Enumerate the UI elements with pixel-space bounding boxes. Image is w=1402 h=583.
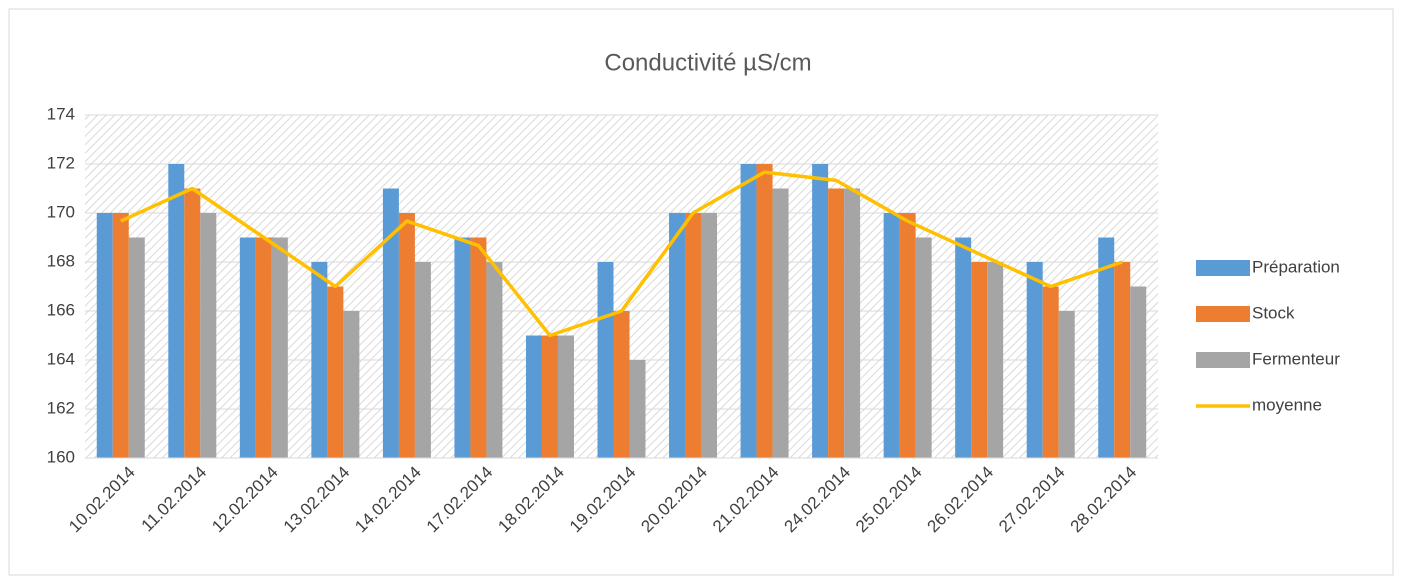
y-tick-label: 172 <box>47 153 75 172</box>
bar <box>899 213 916 458</box>
bar <box>239 237 256 458</box>
bar <box>271 237 288 458</box>
bar <box>1042 286 1059 458</box>
bar <box>168 164 185 458</box>
bar <box>128 237 145 458</box>
y-tick-label: 174 <box>47 104 75 123</box>
bar <box>613 311 630 458</box>
bar <box>557 335 574 458</box>
bar <box>1026 262 1043 458</box>
line <box>120 170 1123 338</box>
bar <box>486 262 503 458</box>
bar <box>669 213 686 458</box>
bar <box>1114 262 1131 458</box>
bar <box>828 188 845 458</box>
bar <box>844 188 861 458</box>
bar <box>470 237 487 458</box>
bar <box>414 262 431 458</box>
y-tick-label: 166 <box>47 300 75 319</box>
bar <box>1058 311 1075 458</box>
y-tick-label: 170 <box>47 202 75 221</box>
y-tick-label: 160 <box>47 447 75 466</box>
chart-title: Conductivité µS/cm <box>604 49 811 76</box>
bar <box>200 213 217 458</box>
bar <box>184 188 201 458</box>
bar <box>883 213 900 458</box>
bar <box>96 213 113 458</box>
y-tick-label: 162 <box>47 398 75 417</box>
legend-label: Stock <box>1252 303 1295 322</box>
legend-swatch <box>1196 306 1250 322</box>
bar <box>398 213 415 458</box>
legend-swatch <box>1196 352 1250 368</box>
bar <box>915 237 932 458</box>
bar <box>756 164 773 458</box>
legend-swatch <box>1196 260 1250 276</box>
bar <box>629 360 646 458</box>
bar <box>987 262 1004 458</box>
bar <box>955 237 972 458</box>
bar <box>525 335 542 458</box>
y-tick-label: 168 <box>47 251 75 270</box>
bar <box>701 213 718 458</box>
legend-label: Fermenteur <box>1252 349 1340 368</box>
bar <box>1098 237 1115 458</box>
y-tick-label: 164 <box>47 349 75 368</box>
bar <box>685 213 702 458</box>
bar <box>382 188 399 458</box>
bar <box>112 213 129 458</box>
bar <box>454 237 471 458</box>
bar <box>541 335 558 458</box>
bar <box>311 262 328 458</box>
bar <box>255 237 272 458</box>
bar <box>740 164 757 458</box>
legend-label: Préparation <box>1252 257 1340 276</box>
bar <box>971 262 988 458</box>
bar <box>327 286 344 458</box>
bar <box>597 262 614 458</box>
bar <box>1130 286 1147 458</box>
legend-label: moyenne <box>1252 395 1322 414</box>
bar <box>343 311 360 458</box>
bar <box>812 164 829 458</box>
bar <box>772 188 789 458</box>
